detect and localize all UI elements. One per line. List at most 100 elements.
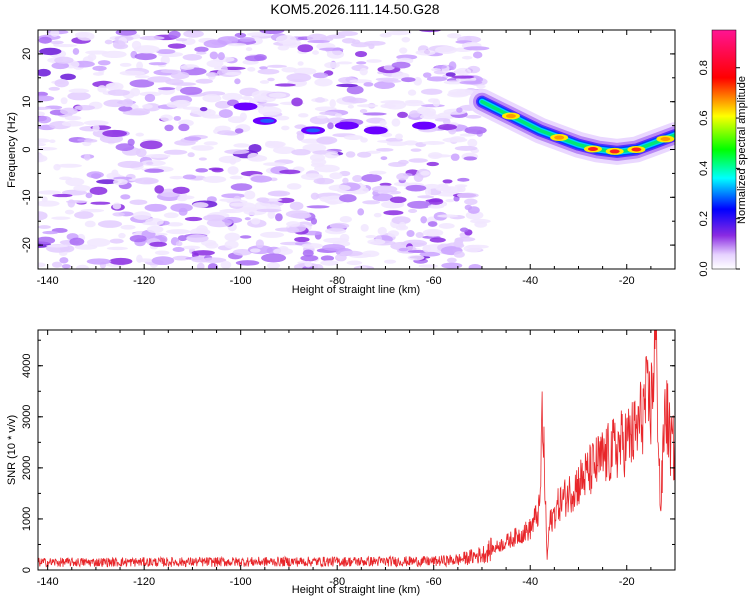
spectrogram-noise-blob	[464, 126, 487, 135]
spectrogram-noise-blob	[334, 253, 347, 262]
spectrogram-noise-blob	[424, 187, 432, 196]
spectrogram-noise-blob	[267, 77, 275, 82]
spectrogram-noise-blob	[367, 239, 386, 245]
spectrogram-noise-blob	[149, 241, 167, 247]
spectrogram-noise-blob	[182, 174, 197, 180]
spectrogram-noise-blob	[144, 93, 156, 103]
spectrogram-noise-blob	[407, 255, 425, 261]
spectrogram-noise-blob	[275, 115, 290, 121]
spectrogram-noise-blob	[97, 60, 111, 66]
spectrogram-noise-blob	[105, 83, 119, 89]
spectrogram-noise-blob	[205, 72, 218, 77]
spectrogram-noise-blob	[380, 103, 396, 109]
spectrogram-noise-blob	[160, 55, 170, 65]
spectrogram-noise-blob	[339, 250, 363, 257]
spectrogram-noise-blob	[363, 82, 374, 87]
spectrogram-noise-blob	[398, 221, 406, 230]
spectrogram-noise-blob	[438, 223, 455, 229]
spectrogram-noise-blob	[67, 91, 91, 101]
spectrogram-noise-blob	[207, 263, 218, 269]
spectrogram-noise-blob	[307, 40, 330, 44]
spectrogram-noise-blob	[145, 218, 164, 226]
spectrogram-noise-blob	[429, 237, 446, 243]
spectrogram-noise-blob	[54, 56, 74, 64]
spectrogram-noise-blob	[214, 100, 231, 109]
spectrogram-noise-blob	[135, 132, 144, 137]
spectrogram-noise-blob	[336, 31, 359, 37]
spectrogram-noise-blob	[418, 264, 439, 268]
spectrogram-noise-blob	[339, 194, 357, 203]
spectrogram-noise-blob	[145, 154, 171, 158]
spectrogram-noise-blob	[38, 236, 56, 245]
snr-x-ticks: -140 -120 -100 -80 -60 -40 -20	[37, 330, 676, 588]
spectrogram-noise-blob	[176, 197, 188, 202]
spectrogram-noise-blob	[166, 229, 191, 235]
spectrogram-noise-blob	[230, 183, 253, 191]
spectrogram-noise-blob	[302, 266, 314, 269]
spectrogram-noise-blob	[373, 81, 395, 90]
spectrogram-noise-blob	[361, 250, 380, 258]
spectrogram-noise-blob	[131, 40, 142, 50]
spectrogram-noise-blob	[134, 177, 159, 185]
spectrogram-noise-blob	[112, 212, 125, 217]
spectrogram-noise-blob	[382, 79, 402, 83]
spectrogram-noise-blob	[396, 173, 409, 181]
spectrogram-noise-blob	[403, 101, 425, 107]
spectrogram-noise-blob	[468, 264, 482, 269]
snr-x-tick-label: -120	[133, 576, 155, 588]
snr-y-tick-label: 4000	[21, 354, 33, 378]
spectrogram-noise-blob	[281, 67, 298, 73]
spectrogram-noise-blob	[310, 192, 320, 200]
spectrogram-noise-blob	[163, 149, 188, 155]
spectrogram-noise-blob	[234, 32, 247, 38]
spectrogram-noise-blob	[362, 200, 381, 205]
spectrogram-noise-blob	[447, 33, 462, 39]
spectrogram-noise-blob	[232, 248, 252, 256]
spectrogram-y-axis-label: Frequency (Hz)	[6, 112, 18, 188]
spectrogram-noise-blob	[261, 253, 287, 263]
spectrogram-noise-blob	[38, 142, 46, 147]
spectrogram-noise-blob	[297, 44, 314, 53]
spectrogram-noise-blob	[368, 43, 375, 50]
snr-x-axis-label: Height of straight line (km)	[292, 584, 420, 596]
spectrogram-noise-blob	[275, 35, 297, 45]
spectrogram-noise-blob	[38, 106, 51, 111]
spectrogram-noise-blob	[376, 147, 394, 152]
spectrogram-noise-blob	[172, 246, 185, 253]
spectrogram-noise-blob	[139, 35, 165, 41]
spectrogram-hotspot-core	[587, 147, 598, 152]
spectrogram-noise-blob	[104, 39, 113, 45]
spectrogram-noise-blob	[346, 85, 364, 95]
spectrogram-noise-blob	[174, 139, 196, 146]
spectrogram-noise-blob	[142, 104, 153, 109]
spectrogram-noise-blob	[160, 114, 173, 122]
spectrogram-noise-blob	[86, 238, 111, 247]
spectrogram-y-tick-label: -20	[21, 237, 33, 253]
spectrogram-noise-blob	[342, 177, 349, 184]
spectrogram-noise-blob	[359, 67, 368, 76]
spectrogram-noise-blob	[476, 84, 486, 89]
spectrogram-noise-blob	[146, 161, 154, 165]
spectrogram-noise-blob	[164, 124, 174, 132]
spectrogram-noise-blob	[172, 255, 191, 261]
spectrogram-hotspot-core	[505, 114, 516, 119]
spectrogram-noise-blob	[355, 50, 368, 58]
spectrogram-noise-blob	[248, 143, 262, 153]
spectrogram-noise-blob	[97, 85, 107, 93]
spectrogram-noise-blob	[371, 185, 398, 193]
spectrogram-noise-blob	[155, 49, 176, 55]
spectrogram-noise-blob	[38, 111, 45, 117]
spectrogram-noise-blob	[474, 221, 488, 228]
spectrogram-noise-blob	[102, 129, 127, 138]
spectrogram-noise-blob	[356, 104, 379, 108]
spectrogram-noise-blob	[187, 152, 195, 158]
spectrogram-noise-blob	[96, 179, 119, 185]
spectrogram-noise-blob	[379, 120, 387, 126]
spectrogram-noise-blob	[171, 82, 197, 86]
spectrogram-noise-blob	[296, 132, 305, 141]
spectrogram-noise-blob	[115, 30, 137, 36]
spectrogram-noise-blob	[361, 174, 382, 183]
spectrogram-noise-blob	[420, 104, 445, 108]
spectrogram-noise-blob	[427, 98, 439, 103]
spectrogram-noise-blob	[258, 106, 282, 116]
